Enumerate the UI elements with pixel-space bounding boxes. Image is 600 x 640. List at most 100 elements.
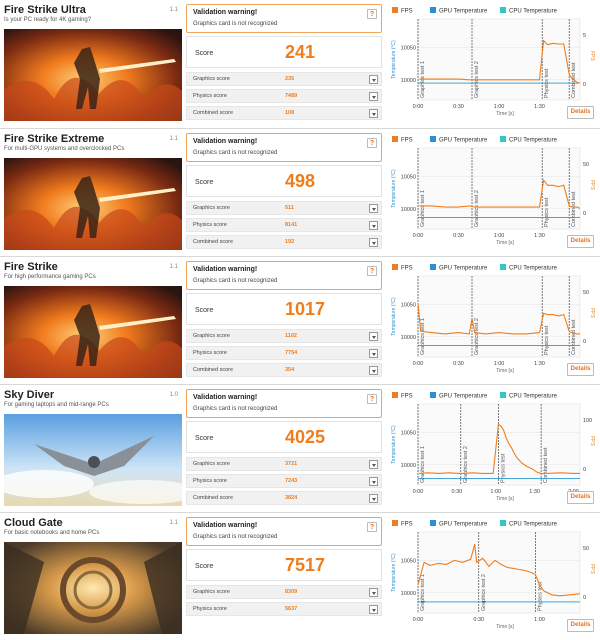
validation-warning: Validation warning! Graphics card is not… — [186, 389, 382, 418]
x-tick-label: 0:00 — [413, 104, 424, 110]
warning-title: Validation warning! — [193, 266, 258, 273]
expand-arrow-icon[interactable] — [369, 75, 378, 84]
legend-label: FPS — [401, 522, 413, 528]
benchmark-card: Fire Strike Extreme For multi-GPU system… — [0, 128, 600, 252]
details-button[interactable]: Details — [567, 106, 594, 119]
subscore-value: 7754 — [285, 350, 298, 356]
section-label: Combined test — [571, 191, 577, 227]
help-button[interactable]: ? — [367, 394, 377, 404]
x-tick-label: 1:00 — [494, 233, 505, 239]
art-blade — [99, 316, 176, 330]
benchmark-info: Sky Diver For gaming laptops and mid-ran… — [4, 389, 182, 507]
legend-swatch — [430, 136, 436, 142]
x-tick-label: 1:00 — [534, 617, 545, 623]
score-label: Score — [195, 50, 214, 57]
section-label: Graphics test 1 — [420, 574, 426, 611]
details-button[interactable]: Details — [567, 235, 594, 248]
plot-area — [417, 275, 581, 358]
expand-arrow-icon[interactable] — [369, 204, 378, 213]
legend-swatch — [392, 392, 398, 398]
expand-arrow-icon[interactable] — [369, 109, 378, 118]
art-structure-right — [144, 542, 182, 634]
right-axis-label: FPS — [589, 180, 595, 190]
subscore-label: Graphics score — [193, 461, 230, 467]
section-label: Physics test — [544, 197, 550, 227]
legend-swatch — [392, 7, 398, 13]
x-tick-label: 0:00 — [413, 617, 424, 623]
fps-line — [417, 544, 581, 597]
x-tick-label: 1:30 — [534, 104, 545, 110]
benchmark-artwork — [4, 286, 182, 378]
subscore-value: 7243 — [285, 478, 298, 484]
expand-arrow-icon[interactable] — [369, 588, 378, 597]
subscore-row: Combined score 354 — [186, 363, 382, 377]
subscore-value: 8141 — [285, 222, 298, 228]
benchmark-subtitle: For high performance gaming PCs — [4, 274, 96, 280]
expand-arrow-icon[interactable] — [369, 92, 378, 101]
subscore-row: Graphics score 511 — [186, 201, 382, 215]
legend-label: CPU Temperature — [509, 266, 558, 272]
subscore-row: Graphics score 3721 — [186, 457, 382, 471]
warning-text: Graphics card is not recognized — [193, 406, 278, 412]
left-tick-label: 10000 — [401, 591, 416, 597]
legend-swatch — [392, 264, 398, 270]
benchmark-info: Fire Strike Extreme For multi-GPU system… — [4, 133, 182, 251]
expand-arrow-icon[interactable] — [369, 332, 378, 341]
benchmark-title[interactable]: Fire Strike Extreme — [4, 133, 105, 145]
left-tick-label: 10000 — [401, 463, 416, 469]
expand-arrow-icon[interactable] — [369, 477, 378, 486]
help-button[interactable]: ? — [367, 266, 377, 276]
benchmark-title[interactable]: Sky Diver — [4, 389, 55, 401]
art-ring-inner — [73, 570, 113, 610]
subscore-label: Combined score — [193, 367, 234, 373]
help-button[interactable]: ? — [367, 522, 377, 532]
benchmark-info: Fire Strike Ultra Is your PC ready for 4… — [4, 4, 182, 122]
artwork-image — [4, 286, 182, 378]
expand-arrow-icon[interactable] — [369, 605, 378, 614]
section-label: Graphics test 1 — [420, 190, 426, 227]
subscore-value: 108 — [285, 110, 295, 116]
x-tick-label: 1:00 — [490, 489, 501, 495]
section-label: Combined test — [543, 447, 549, 483]
details-button[interactable]: Details — [567, 491, 594, 504]
benchmark-info: Fire Strike For high performance gaming … — [4, 261, 182, 379]
subscore-label: Physics score — [193, 222, 227, 228]
fps-line — [419, 423, 580, 474]
expand-arrow-icon[interactable] — [369, 460, 378, 469]
details-button[interactable]: Details — [567, 363, 594, 376]
plot-area — [417, 147, 581, 230]
benchmark-title[interactable]: Fire Strike — [4, 261, 58, 273]
right-axis-label: FPS — [589, 51, 595, 61]
benchmark-title[interactable]: Cloud Gate — [4, 517, 63, 529]
subscore-row: Combined score 3824 — [186, 491, 382, 505]
validation-warning: Validation warning! Graphics card is not… — [186, 133, 382, 162]
score-panel: Validation warning! Graphics card is not… — [186, 4, 382, 122]
expand-arrow-icon[interactable] — [369, 238, 378, 247]
art-ring — [60, 557, 126, 623]
legend-swatch — [430, 520, 436, 526]
benchmark-title[interactable]: Fire Strike Ultra — [4, 4, 86, 16]
right-tick-label: 0 — [583, 82, 586, 88]
subscore-value: 8309 — [285, 589, 298, 595]
left-tick-label: 10000 — [401, 78, 416, 84]
validation-warning: Validation warning! Graphics card is not… — [186, 4, 382, 33]
score-label: Score — [195, 563, 214, 570]
expand-arrow-icon[interactable] — [369, 221, 378, 230]
details-button[interactable]: Details — [567, 619, 594, 632]
expand-arrow-icon[interactable] — [369, 494, 378, 503]
art-diver — [88, 456, 100, 468]
benchmark-card: Cloud Gate For basic notebooks and home … — [0, 512, 600, 636]
expand-arrow-icon[interactable] — [369, 366, 378, 375]
right-axis-label: FPS — [589, 564, 595, 574]
help-button[interactable]: ? — [367, 138, 377, 148]
help-button[interactable]: ? — [367, 9, 377, 19]
plot-area — [417, 403, 581, 486]
art-wingsuit — [34, 436, 154, 476]
expand-arrow-icon[interactable] — [369, 349, 378, 358]
section-label: Graphics test 2 — [463, 446, 469, 483]
legend-label: GPU Temperature — [439, 266, 488, 272]
art-structure-left — [4, 542, 44, 634]
legend-label: FPS — [401, 9, 413, 15]
x-axis-label: Time [s] — [496, 496, 514, 502]
